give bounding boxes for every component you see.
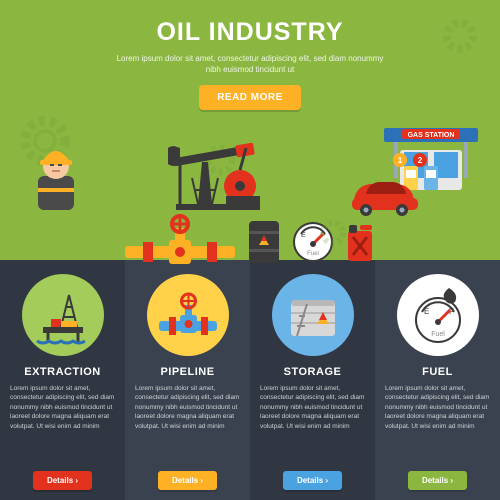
col-storage: STORAGE Lorem ipsum dolor sit amet, cons… [250, 260, 375, 500]
page-title: OIL INDUSTRY [24, 18, 476, 47]
gear-icon [316, 216, 350, 250]
hero-small-row: EF Fuel [24, 214, 476, 270]
svg-text:1: 1 [398, 156, 403, 165]
pipeline-circle [147, 274, 229, 356]
col-pipeline: PIPELINE Lorem ipsum dolor sit amet, con… [125, 260, 250, 500]
extraction-circle [22, 274, 104, 356]
hero-subtitle: Lorem ipsum dolor sit amet, consectetur … [110, 53, 390, 75]
oil-barrel-icon [247, 219, 281, 265]
svg-text:2: 2 [418, 156, 423, 165]
offshore-rig-icon [33, 285, 93, 345]
svg-text:Fuel: Fuel [431, 331, 445, 338]
columns: EXTRACTION Lorem ipsum dolor sit amet, c… [0, 260, 500, 500]
col-title: EXTRACTION [24, 366, 101, 378]
storage-tank-icon [283, 288, 343, 342]
gas-station-icon: GAS STATION 1 2 [352, 122, 472, 212]
col-title: FUEL [422, 366, 453, 378]
col-body: Lorem ipsum dolor sit amet, consectetur … [10, 384, 115, 461]
col-body: Lorem ipsum dolor sit amet, consectetur … [385, 384, 490, 461]
details-button[interactable]: Details [283, 471, 342, 490]
pipe-valve-icon [157, 287, 219, 343]
pipe-valve-icon [125, 214, 235, 270]
details-button[interactable]: Details [158, 471, 217, 490]
details-button[interactable]: Details [33, 471, 92, 490]
fuel-circle: EF Fuel [397, 274, 479, 356]
col-body: Lorem ipsum dolor sit amet, consectetur … [135, 384, 240, 461]
station-sign-text: GAS STATION [408, 132, 455, 139]
hero-icon-row: GAS STATION 1 2 [24, 122, 476, 212]
fuel-gauge-icon: EF Fuel [409, 286, 467, 344]
storage-circle [272, 274, 354, 356]
pumpjack-icon [168, 122, 268, 212]
svg-text:Fuel: Fuel [307, 251, 319, 257]
col-extraction: EXTRACTION Lorem ipsum dolor sit amet, c… [0, 260, 125, 500]
col-body: Lorem ipsum dolor sit amet, consectetur … [260, 384, 365, 461]
gear-icon [438, 14, 482, 58]
read-more-button[interactable]: READ MORE [199, 85, 301, 110]
col-title: PIPELINE [160, 366, 214, 378]
worker-icon [28, 142, 84, 212]
col-title: STORAGE [284, 366, 342, 378]
details-button[interactable]: Details [408, 471, 467, 490]
hero-section: OIL INDUSTRY Lorem ipsum dolor sit amet,… [0, 0, 500, 260]
col-fuel: EF Fuel FUEL Lorem ipsum dolor sit amet,… [375, 260, 500, 500]
